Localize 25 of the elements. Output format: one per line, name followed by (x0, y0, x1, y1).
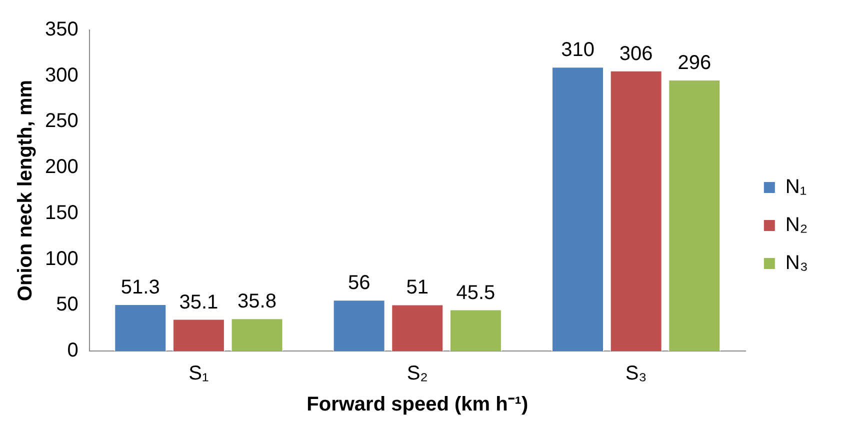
x-tick-label: S₂ (406, 362, 428, 385)
data-label: 310 (561, 39, 594, 62)
y-tick-label: 100 (44, 248, 78, 270)
y-tick-label: 300 (44, 64, 78, 86)
data-label: 35.8 (238, 290, 276, 313)
y-tick-label: 0 (67, 340, 78, 362)
data-label: 306 (619, 42, 653, 65)
y-tick-label: 350 (44, 18, 78, 41)
data-label: 51.3 (120, 276, 160, 298)
legend-label: N₂ (785, 214, 808, 236)
x-tick-label: S₃ (625, 362, 647, 385)
data-label: 45.5 (456, 282, 496, 304)
x-tick-label: S₁ (188, 362, 210, 385)
x-axis-title: Forward speed (km h⁻¹) (306, 394, 528, 416)
legend-label: N₃ (785, 252, 808, 274)
data-label: 56 (348, 272, 370, 294)
data-label: 51 (406, 276, 429, 299)
y-tick-label: 250 (44, 110, 78, 132)
data-label: 296 (678, 52, 712, 74)
y-axis-title: Onion neck length, mm (14, 80, 37, 302)
y-tick-label: 200 (44, 156, 78, 178)
data-label: 35.1 (179, 291, 218, 314)
y-tick-label: 150 (44, 202, 78, 224)
legend-label: N₁ (785, 176, 807, 198)
y-tick-label: 50 (56, 294, 78, 316)
